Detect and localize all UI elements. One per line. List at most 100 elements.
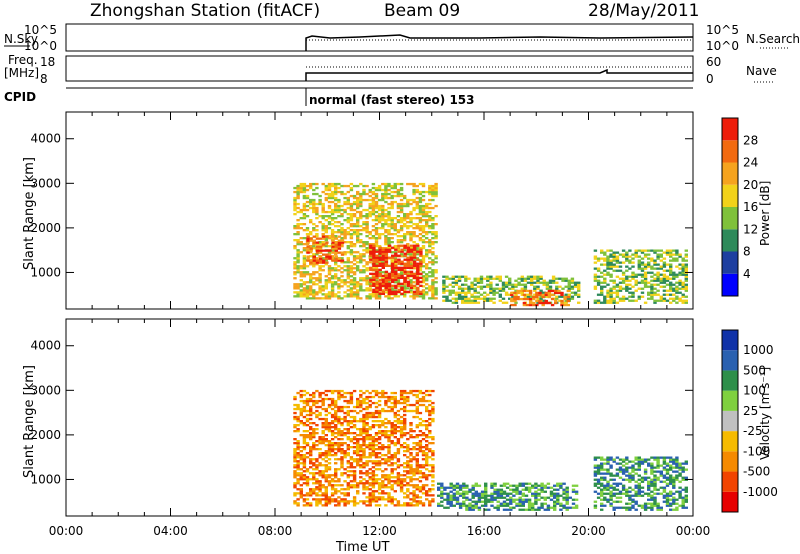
range-cell (346, 448, 350, 451)
range-cell (306, 255, 310, 258)
range-cell (593, 299, 598, 302)
range-cell (396, 190, 401, 194)
range-cell (421, 261, 426, 264)
range-cell (556, 500, 560, 503)
range-cell (315, 472, 319, 475)
range-cell (625, 456, 629, 459)
range-cell (377, 186, 382, 190)
station-title: Zhongshan Station (fitACF) (90, 1, 320, 21)
range-cell (362, 452, 366, 455)
range-cell (362, 265, 366, 268)
range-cell (530, 281, 534, 284)
range-cell (393, 476, 397, 479)
range-cell (409, 502, 413, 505)
range-cell (390, 225, 394, 228)
range-cell (618, 490, 623, 493)
range-cell (675, 474, 679, 477)
range-cell (412, 484, 416, 487)
nsearch-tick-bottom: 10^0 (706, 39, 739, 53)
range-cell (384, 231, 388, 234)
range-cell (562, 506, 566, 509)
range-cell (381, 462, 385, 465)
range-cell (399, 229, 404, 232)
range-cell (675, 506, 679, 509)
range-cell (365, 221, 369, 224)
range-cell (375, 258, 379, 261)
range-cell (640, 291, 645, 294)
range-cell (306, 239, 310, 242)
range-cell (606, 261, 610, 264)
range-cell (403, 285, 407, 288)
range-cell (659, 253, 663, 256)
range-cell (675, 289, 679, 292)
range-cell (312, 198, 316, 202)
range-cell (293, 426, 297, 429)
range-cell (309, 478, 313, 481)
range-cell (431, 420, 435, 423)
range-cell (678, 267, 682, 270)
range-cell (337, 269, 341, 272)
range-cell (305, 444, 310, 447)
range-cell (365, 413, 369, 417)
range-cell (612, 287, 616, 290)
range-cell (346, 206, 350, 210)
range-cell (543, 502, 547, 505)
range-cell (305, 470, 310, 473)
range-cell (356, 405, 360, 409)
range-cell (600, 508, 604, 511)
range-cell (305, 430, 310, 433)
range-cell (352, 295, 357, 298)
range-cell (387, 440, 391, 443)
range-cell (621, 287, 626, 290)
range-cell (428, 456, 432, 459)
range-cell (556, 492, 560, 495)
range-cell (428, 411, 432, 415)
range-cell (650, 508, 654, 511)
range-cell (672, 466, 676, 469)
range-cell (612, 492, 616, 495)
range-cell (377, 426, 382, 429)
range-cell (362, 492, 366, 495)
range-cell (365, 415, 369, 419)
range-cell (425, 492, 429, 495)
range-cell (532, 295, 536, 299)
range-cell (293, 271, 297, 274)
range-cell (330, 213, 335, 216)
range-cell (321, 204, 325, 208)
range-cell (296, 283, 300, 286)
range-cell (669, 293, 673, 296)
range-cell (547, 293, 552, 297)
range-cell (593, 472, 598, 475)
range-cell (381, 206, 385, 210)
range-cell (334, 436, 338, 439)
range-cell (334, 504, 338, 507)
range-cell (650, 496, 654, 499)
range-cell (650, 494, 654, 497)
range-cell (359, 454, 363, 457)
range-cell (349, 466, 354, 469)
range-cell (340, 215, 344, 218)
range-cell (362, 450, 366, 453)
range-cell (499, 488, 504, 491)
range-cell (406, 502, 410, 505)
range-cell (299, 186, 303, 190)
range-cell (349, 291, 354, 294)
range-cell (365, 428, 369, 431)
range-cell (396, 460, 401, 463)
range-cell (418, 227, 423, 230)
range-cell (372, 244, 376, 247)
range-cell (525, 303, 530, 307)
range-cell (296, 265, 300, 268)
range-cell (387, 496, 391, 499)
range-cell (322, 253, 326, 256)
range-cell (547, 289, 552, 293)
range-cell (384, 504, 388, 507)
range-cell (593, 470, 598, 473)
range-cell (546, 496, 551, 499)
range-cell (643, 283, 648, 286)
range-cell (302, 422, 307, 425)
range-cell (480, 494, 485, 497)
range-cell (421, 285, 426, 288)
range-cell (412, 252, 417, 255)
range-cell (371, 182, 376, 186)
